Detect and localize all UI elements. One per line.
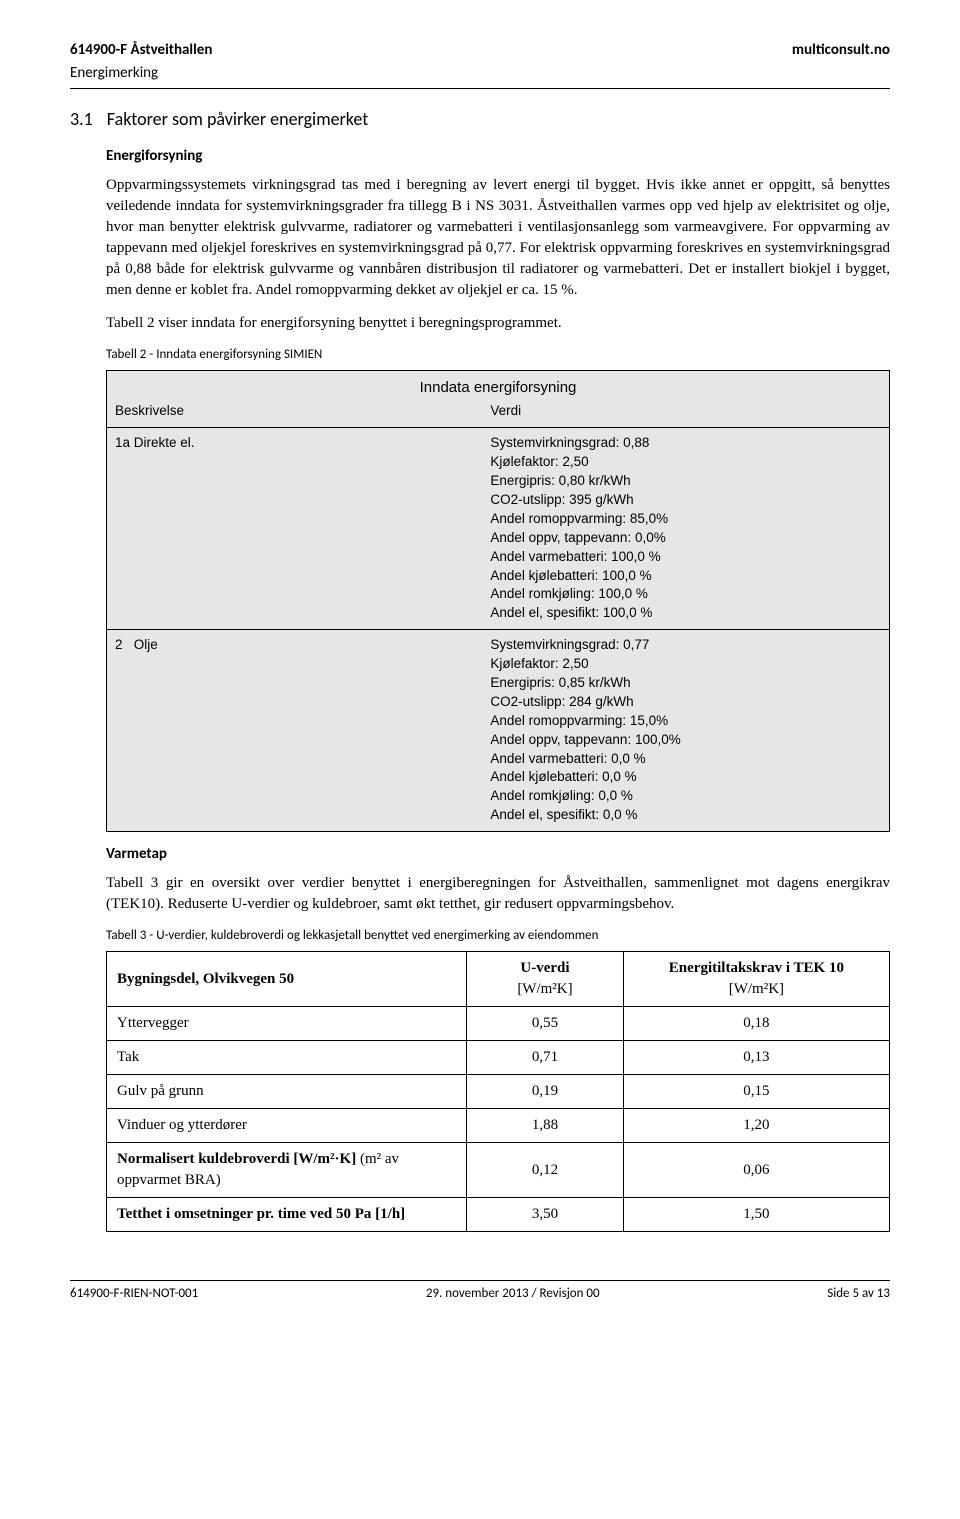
table2-row2-label: 2 Olje <box>107 630 483 832</box>
table3-h3: Energitiltakskrav i TEK 10 [W/m²K] <box>623 952 889 1007</box>
table3-h2: U-verdi [W/m²K] <box>467 952 624 1007</box>
table-row: Tak 0,71 0,13 <box>107 1041 890 1075</box>
table2-row2-values: Systemvirkningsgrad: 0,77 Kjølefaktor: 2… <box>482 630 889 832</box>
header-right: multiconsult.no <box>792 40 890 61</box>
paragraph-3: Tabell 3 gir en oversikt over verdier be… <box>106 873 890 915</box>
table-row: 1a Direkte el. Systemvirkningsgrad: 0,88… <box>107 428 890 630</box>
section-title: Faktorer som påvirker energimerket <box>107 107 369 132</box>
section-heading: 3.1 Faktorer som påvirker energimerket <box>70 107 890 132</box>
table-row: Normalisert kuldebroverdi [W/m²·K] (m² a… <box>107 1143 890 1198</box>
table3-tett-label: Tetthet i omsetninger pr. time ved 50 Pa… <box>107 1198 467 1232</box>
footer-left: 614900-F-RIEN-NOT-001 <box>70 1285 198 1303</box>
table2-title: Inndata energiforsyning <box>107 371 890 401</box>
table-energiforsyning: Inndata energiforsyning Beskrivelse Verd… <box>106 370 890 832</box>
header-subtitle: Energimerking <box>70 63 890 84</box>
table-row: Vinduer og ytterdører 1,88 1,20 <box>107 1109 890 1143</box>
table-row: Tetthet i omsetninger pr. time ved 50 Pa… <box>107 1198 890 1232</box>
footer-center: 29. november 2013 / Revisjon 00 <box>426 1285 600 1303</box>
subheading-varmetap: Varmetap <box>106 844 890 865</box>
header-left: 614900-F Åstveithallen <box>70 40 212 61</box>
paragraph-2: Tabell 2 viser inndata for energiforsyni… <box>106 313 890 334</box>
page-footer: 614900-F-RIEN-NOT-001 29. november 2013 … <box>70 1280 890 1303</box>
subheading-energiforsyning: Energiforsyning <box>106 146 890 167</box>
paragraph-1: Oppvarmingssystemets virkningsgrad tas m… <box>106 175 890 301</box>
header-rule <box>70 88 890 89</box>
table3-caption: Tabell 3 - U-verdier, kuldebroverdi og l… <box>106 927 890 945</box>
table2-row1-values: Systemvirkningsgrad: 0,88 Kjølefaktor: 2… <box>482 428 889 630</box>
table3-norm-label: Normalisert kuldebroverdi [W/m²·K] (m² a… <box>107 1143 467 1198</box>
section-number: 3.1 <box>70 107 93 132</box>
table2-caption: Tabell 2 - Inndata energiforsyning SIMIE… <box>106 346 890 364</box>
table-row: Gulv på grunn 0,19 0,15 <box>107 1075 890 1109</box>
table2-col1: Beskrivelse <box>107 400 483 427</box>
footer-right: Side 5 av 13 <box>827 1285 890 1303</box>
table-row: Yttervegger 0,55 0,18 <box>107 1007 890 1041</box>
table-uverdi: Bygningsdel, Olvikvegen 50 U-verdi [W/m²… <box>106 951 890 1232</box>
table2-row1-label: 1a Direkte el. <box>107 428 483 630</box>
table2-col2: Verdi <box>482 400 889 427</box>
table-row: 2 Olje Systemvirkningsgrad: 0,77 Kjølefa… <box>107 630 890 832</box>
table3-h1: Bygningsdel, Olvikvegen 50 <box>107 952 467 1007</box>
